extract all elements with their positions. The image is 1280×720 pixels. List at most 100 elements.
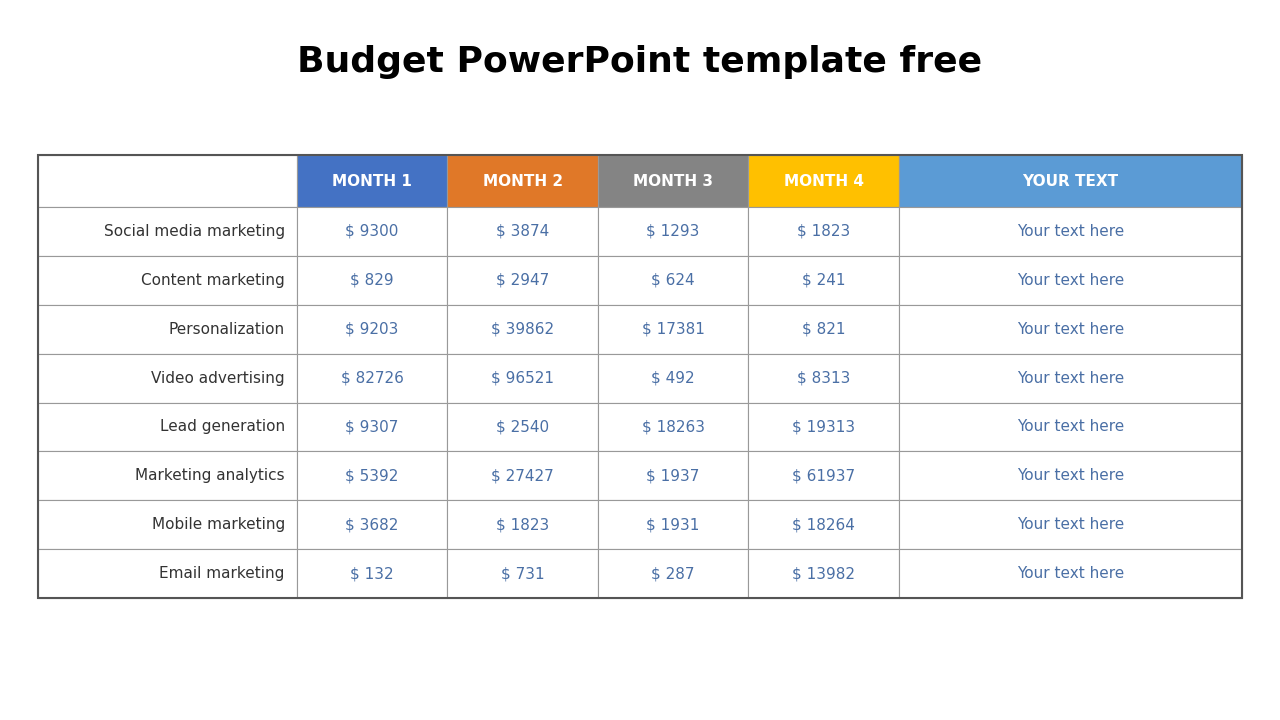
Bar — [749, 402, 899, 451]
Text: MONTH 1: MONTH 1 — [333, 174, 412, 189]
Bar — [297, 354, 448, 402]
Text: $ 19313: $ 19313 — [792, 420, 855, 434]
Text: $ 731: $ 731 — [500, 566, 544, 581]
Text: $ 1931: $ 1931 — [646, 517, 700, 532]
Bar — [38, 155, 297, 207]
Text: $ 39862: $ 39862 — [492, 322, 554, 337]
Text: $ 17381: $ 17381 — [641, 322, 704, 337]
Bar — [899, 305, 1242, 354]
Text: $ 9307: $ 9307 — [346, 420, 399, 434]
Bar — [899, 500, 1242, 549]
Bar — [598, 305, 749, 354]
Text: Marketing analytics: Marketing analytics — [136, 468, 285, 483]
Bar — [899, 256, 1242, 305]
Bar — [297, 402, 448, 451]
Bar — [749, 354, 899, 402]
Text: $ 18263: $ 18263 — [641, 420, 704, 434]
Text: $ 2540: $ 2540 — [497, 420, 549, 434]
Text: Your text here: Your text here — [1016, 322, 1124, 337]
Bar — [448, 305, 598, 354]
Text: $ 1293: $ 1293 — [646, 224, 700, 239]
Text: Personalization: Personalization — [169, 322, 285, 337]
Text: $ 8313: $ 8313 — [797, 371, 850, 386]
Text: Lead generation: Lead generation — [160, 420, 285, 434]
Text: Your text here: Your text here — [1016, 371, 1124, 386]
Text: $ 96521: $ 96521 — [492, 371, 554, 386]
Text: $ 287: $ 287 — [652, 566, 695, 581]
Bar — [598, 549, 749, 598]
Bar — [448, 207, 598, 256]
Bar — [297, 207, 448, 256]
Text: Your text here: Your text here — [1016, 517, 1124, 532]
Bar — [598, 256, 749, 305]
Bar — [899, 402, 1242, 451]
Text: $ 3682: $ 3682 — [346, 517, 399, 532]
Text: $ 1937: $ 1937 — [646, 468, 700, 483]
Bar — [899, 354, 1242, 402]
Bar — [598, 451, 749, 500]
Bar — [297, 549, 448, 598]
Bar — [297, 155, 448, 207]
Text: $ 821: $ 821 — [801, 322, 845, 337]
Bar — [448, 451, 598, 500]
Text: $ 1823: $ 1823 — [797, 224, 850, 239]
Bar — [598, 500, 749, 549]
Bar — [448, 155, 598, 207]
Text: Your text here: Your text here — [1016, 468, 1124, 483]
Text: Your text here: Your text here — [1016, 273, 1124, 288]
Bar — [749, 500, 899, 549]
Bar — [297, 500, 448, 549]
Bar — [598, 207, 749, 256]
Text: $ 1823: $ 1823 — [495, 517, 549, 532]
Bar — [297, 451, 448, 500]
Bar — [297, 305, 448, 354]
Bar — [749, 451, 899, 500]
Bar — [598, 354, 749, 402]
Bar — [38, 549, 297, 598]
Text: $ 829: $ 829 — [351, 273, 394, 288]
Text: Social media marketing: Social media marketing — [104, 224, 285, 239]
Bar — [749, 256, 899, 305]
Text: $ 9203: $ 9203 — [346, 322, 399, 337]
Bar — [899, 207, 1242, 256]
Text: $ 9300: $ 9300 — [346, 224, 399, 239]
Bar — [749, 549, 899, 598]
Text: $ 241: $ 241 — [801, 273, 845, 288]
Text: $ 132: $ 132 — [351, 566, 394, 581]
Text: Your text here: Your text here — [1016, 420, 1124, 434]
Text: $ 3874: $ 3874 — [495, 224, 549, 239]
Text: YOUR TEXT: YOUR TEXT — [1023, 174, 1119, 189]
Bar — [448, 402, 598, 451]
Text: Budget PowerPoint template free: Budget PowerPoint template free — [297, 45, 983, 79]
Bar — [598, 155, 749, 207]
Text: Your text here: Your text here — [1016, 566, 1124, 581]
Text: MONTH 3: MONTH 3 — [634, 174, 713, 189]
Text: MONTH 2: MONTH 2 — [483, 174, 563, 189]
Text: Your text here: Your text here — [1016, 224, 1124, 239]
Bar — [448, 500, 598, 549]
Text: $ 624: $ 624 — [652, 273, 695, 288]
Text: Mobile marketing: Mobile marketing — [151, 517, 285, 532]
Text: $ 2947: $ 2947 — [495, 273, 549, 288]
Bar — [749, 305, 899, 354]
Text: Content marketing: Content marketing — [141, 273, 285, 288]
Bar — [38, 155, 1242, 598]
Bar — [448, 549, 598, 598]
Bar — [598, 402, 749, 451]
Text: Email marketing: Email marketing — [160, 566, 285, 581]
Bar — [297, 256, 448, 305]
Bar — [448, 256, 598, 305]
Bar — [899, 549, 1242, 598]
Bar — [448, 354, 598, 402]
Bar — [38, 207, 297, 256]
Bar — [899, 155, 1242, 207]
Text: $ 5392: $ 5392 — [346, 468, 399, 483]
Bar — [38, 305, 297, 354]
Bar — [38, 500, 297, 549]
Bar — [749, 155, 899, 207]
Bar — [38, 354, 297, 402]
Text: $ 61937: $ 61937 — [792, 468, 855, 483]
Text: Video advertising: Video advertising — [151, 371, 285, 386]
Text: $ 82726: $ 82726 — [340, 371, 403, 386]
Bar — [38, 256, 297, 305]
